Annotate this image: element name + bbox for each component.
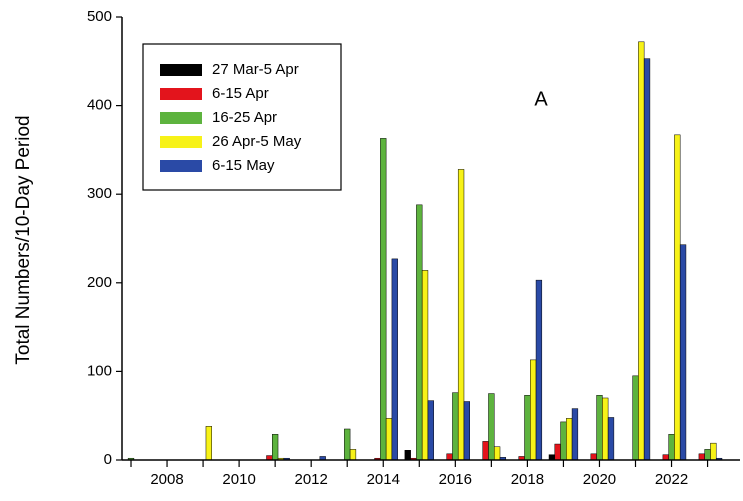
legend-swatch — [160, 88, 202, 100]
x-tick-label: 2012 — [294, 471, 327, 488]
bar — [446, 453, 453, 461]
bar — [416, 204, 423, 461]
bar — [607, 417, 615, 461]
bar — [643, 58, 651, 461]
bar — [710, 442, 717, 461]
y-tick-label: 100 — [87, 362, 112, 379]
bar — [548, 454, 556, 461]
legend-label: 6-15 May — [212, 157, 275, 174]
y-axis-label: Total Numbers/10-Day Period — [13, 115, 34, 364]
bar — [488, 393, 495, 461]
legend-label: 16-25 Apr — [212, 109, 277, 126]
x-tick-label: 2022 — [655, 471, 688, 488]
bar — [668, 434, 675, 461]
bar — [679, 244, 687, 461]
bar — [566, 418, 573, 461]
legend-swatch — [160, 64, 202, 76]
bar — [632, 375, 639, 461]
bar — [349, 449, 357, 461]
bar — [272, 434, 279, 461]
legend-label: 6-15 Apr — [212, 85, 269, 102]
legend-swatch — [160, 112, 202, 124]
bar — [427, 400, 434, 461]
bar — [638, 41, 645, 461]
x-tick-label: 2014 — [367, 471, 400, 488]
bar — [421, 270, 429, 461]
bar — [404, 450, 411, 461]
annotation: A — [534, 88, 548, 110]
bar — [380, 138, 387, 461]
bar — [602, 397, 609, 461]
y-tick-label: 200 — [87, 274, 112, 291]
legend-swatch — [160, 160, 202, 172]
bar — [463, 401, 470, 461]
bar — [554, 443, 561, 461]
bar — [662, 454, 669, 461]
bar — [482, 441, 489, 461]
y-tick-label: 400 — [87, 97, 112, 114]
x-tick-label: 2010 — [222, 471, 255, 488]
bar — [391, 258, 398, 461]
x-tick-label: 2020 — [583, 471, 616, 488]
legend-swatch — [160, 136, 202, 148]
bar — [704, 449, 711, 461]
bar — [385, 418, 393, 461]
bar — [457, 169, 465, 461]
y-tick-label: 0 — [104, 451, 112, 468]
bar — [698, 453, 705, 461]
legend-label: 26 Apr-5 May — [212, 133, 302, 150]
bar — [590, 453, 597, 461]
bar — [535, 279, 543, 461]
bar — [571, 408, 579, 461]
bar — [674, 134, 681, 461]
bar — [493, 446, 501, 461]
bar — [344, 428, 351, 461]
y-tick-label: 500 — [87, 8, 112, 25]
legend-label: 27 Mar-5 Apr — [212, 61, 299, 78]
x-tick-label: 2018 — [511, 471, 544, 488]
bar — [530, 359, 537, 461]
bar — [452, 392, 459, 461]
x-tick-label: 2008 — [150, 471, 183, 488]
bar — [524, 395, 531, 461]
bar — [596, 395, 603, 461]
y-tick-label: 300 — [87, 185, 112, 202]
bar — [560, 421, 567, 461]
bar — [205, 426, 212, 461]
x-tick-label: 2016 — [439, 471, 472, 488]
